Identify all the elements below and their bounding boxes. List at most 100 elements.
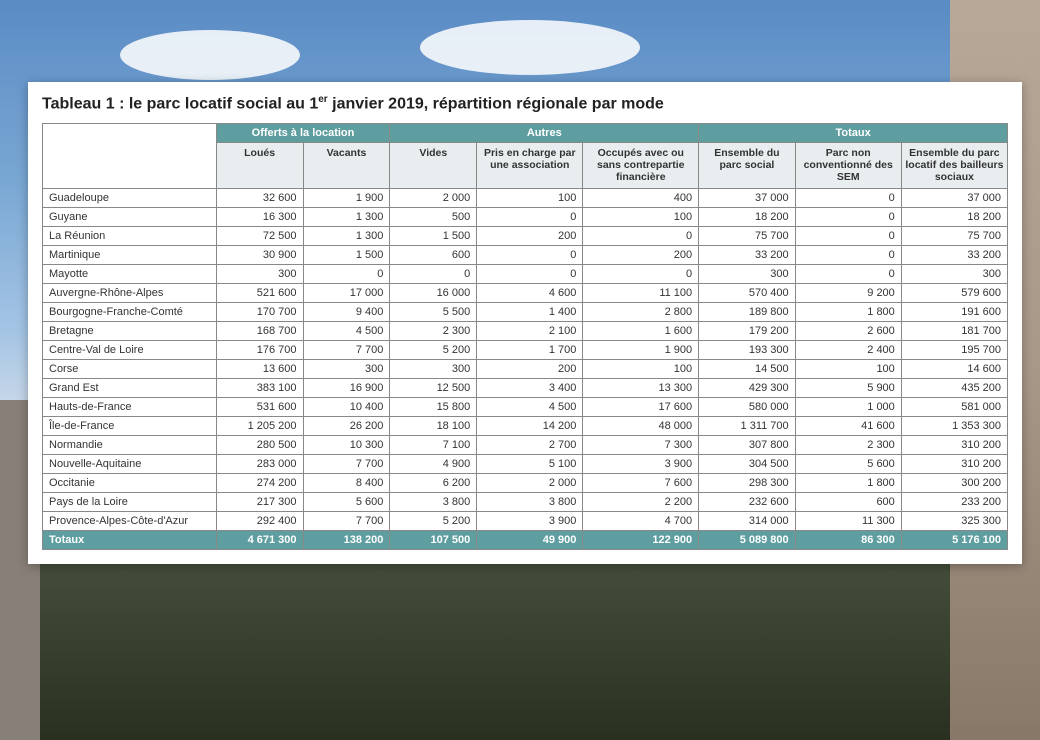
value-cell: 12 500: [390, 378, 477, 397]
value-cell: 75 700: [699, 226, 796, 245]
value-cell: 283 000: [216, 454, 303, 473]
value-cell: 400: [583, 188, 699, 207]
value-cell: 1 700: [477, 340, 583, 359]
total-label-cell: Totaux: [43, 530, 217, 549]
value-cell: 37 000: [699, 188, 796, 207]
value-cell: 325 300: [901, 511, 1007, 530]
value-cell: 1 900: [303, 188, 390, 207]
total-value-cell: 5 176 100: [901, 530, 1007, 549]
value-cell: 195 700: [901, 340, 1007, 359]
value-cell: 300: [901, 264, 1007, 283]
value-cell: 15 800: [390, 397, 477, 416]
value-cell: 3 900: [583, 454, 699, 473]
value-cell: 310 200: [901, 454, 1007, 473]
value-cell: 3 900: [477, 511, 583, 530]
value-cell: 3 800: [390, 492, 477, 511]
header-sub-cell: Pris en charge par une association: [477, 143, 583, 188]
header-corner-empty: [43, 124, 217, 188]
value-cell: 1 000: [795, 397, 901, 416]
value-cell: 0: [477, 207, 583, 226]
header-sub-cell: Loués: [216, 143, 303, 188]
value-cell: 4 900: [390, 454, 477, 473]
value-cell: 307 800: [699, 435, 796, 454]
total-row: Totaux4 671 300138 200107 50049 900122 9…: [43, 530, 1008, 549]
table-row: Bretagne168 7004 5002 3002 1001 600179 2…: [43, 321, 1008, 340]
value-cell: 579 600: [901, 283, 1007, 302]
table-row: La Réunion72 5001 3001 500200075 700075 …: [43, 226, 1008, 245]
value-cell: 7 600: [583, 473, 699, 492]
value-cell: 4 500: [477, 397, 583, 416]
total-value-cell: 5 089 800: [699, 530, 796, 549]
title-suffix: janvier 2019, répartition régionale par …: [328, 95, 664, 112]
value-cell: 200: [477, 359, 583, 378]
value-cell: 75 700: [901, 226, 1007, 245]
value-cell: 435 200: [901, 378, 1007, 397]
value-cell: 1 300: [303, 226, 390, 245]
value-cell: 1 500: [390, 226, 477, 245]
region-cell: Bourgogne-Franche-Comté: [43, 302, 217, 321]
value-cell: 298 300: [699, 473, 796, 492]
region-cell: Auvergne-Rhône-Alpes: [43, 283, 217, 302]
value-cell: 581 000: [901, 397, 1007, 416]
header-sub-cell: Ensemble du parc social: [699, 143, 796, 188]
value-cell: 0: [477, 264, 583, 283]
table-row: Hauts-de-France531 60010 40015 8004 5001…: [43, 397, 1008, 416]
table-body: Guadeloupe32 6001 9002 00010040037 00003…: [43, 188, 1008, 549]
value-cell: 2 300: [390, 321, 477, 340]
value-cell: 1 900: [583, 340, 699, 359]
table-row: Grand Est383 10016 90012 5003 40013 3004…: [43, 378, 1008, 397]
value-cell: 5 500: [390, 302, 477, 321]
total-value-cell: 138 200: [303, 530, 390, 549]
value-cell: 179 200: [699, 321, 796, 340]
value-cell: 0: [303, 264, 390, 283]
region-cell: Guyane: [43, 207, 217, 226]
value-cell: 9 400: [303, 302, 390, 321]
value-cell: 11 100: [583, 283, 699, 302]
value-cell: 300: [303, 359, 390, 378]
value-cell: 300 200: [901, 473, 1007, 492]
value-cell: 17 000: [303, 283, 390, 302]
value-cell: 5 200: [390, 340, 477, 359]
value-cell: 26 200: [303, 416, 390, 435]
value-cell: 2 700: [477, 435, 583, 454]
region-cell: Centre-Val de Loire: [43, 340, 217, 359]
value-cell: 2 200: [583, 492, 699, 511]
value-cell: 37 000: [901, 188, 1007, 207]
value-cell: 300: [699, 264, 796, 283]
value-cell: 7 700: [303, 340, 390, 359]
table-row: Bourgogne-Franche-Comté170 7009 4005 500…: [43, 302, 1008, 321]
value-cell: 100: [583, 207, 699, 226]
region-cell: Martinique: [43, 245, 217, 264]
region-cell: Pays de la Loire: [43, 492, 217, 511]
table-title: Tableau 1 : le parc locatif social au 1e…: [42, 94, 1008, 113]
value-cell: 0: [795, 226, 901, 245]
value-cell: 14 500: [699, 359, 796, 378]
cloud-decoration: [420, 20, 640, 75]
value-cell: 383 100: [216, 378, 303, 397]
value-cell: 2 000: [390, 188, 477, 207]
table-row: Corse13 60030030020010014 50010014 600: [43, 359, 1008, 378]
table-row: Pays de la Loire217 3005 6003 8003 8002 …: [43, 492, 1008, 511]
value-cell: 5 200: [390, 511, 477, 530]
value-cell: 2 100: [477, 321, 583, 340]
value-cell: 1 800: [795, 302, 901, 321]
value-cell: 18 200: [901, 207, 1007, 226]
value-cell: 7 100: [390, 435, 477, 454]
total-value-cell: 122 900: [583, 530, 699, 549]
value-cell: 521 600: [216, 283, 303, 302]
value-cell: 2 800: [583, 302, 699, 321]
value-cell: 7 300: [583, 435, 699, 454]
value-cell: 4 600: [477, 283, 583, 302]
title-prefix: Tableau 1 : le parc locatif social au 1: [42, 95, 318, 112]
value-cell: 233 200: [901, 492, 1007, 511]
region-cell: Normandie: [43, 435, 217, 454]
value-cell: 304 500: [699, 454, 796, 473]
header-group-cell: Autres: [390, 124, 699, 143]
region-cell: La Réunion: [43, 226, 217, 245]
value-cell: 30 900: [216, 245, 303, 264]
value-cell: 1 500: [303, 245, 390, 264]
table-row: Martinique30 9001 500600020033 200033 20…: [43, 245, 1008, 264]
value-cell: 181 700: [901, 321, 1007, 340]
value-cell: 280 500: [216, 435, 303, 454]
value-cell: 1 600: [583, 321, 699, 340]
